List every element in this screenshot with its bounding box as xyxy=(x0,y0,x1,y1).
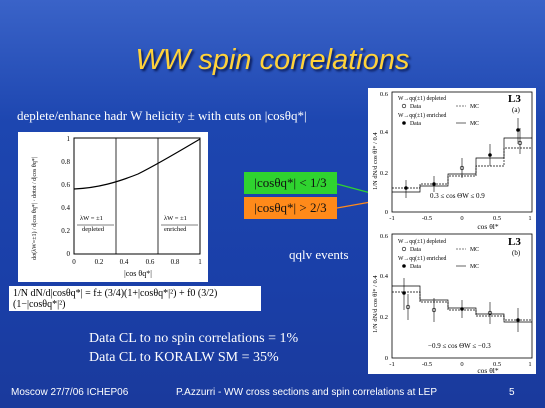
bottom-xtick: 0.5 xyxy=(493,361,501,368)
depleted-label: λW = ±1 xyxy=(80,215,103,222)
footer-talk-title: P.Azzurri - WW cross sections and spin c… xyxy=(176,387,438,398)
top-legend-open-marker xyxy=(401,103,407,109)
bottom-legend-data2: Data xyxy=(410,264,421,270)
top-data-point-open xyxy=(517,140,523,146)
bottom-ytick: 0.4 xyxy=(380,273,389,280)
cut-box-central: |cosθq*| < 1/3 xyxy=(244,172,337,194)
y-axis-label: dσ(λW=±1) / d|cos θq*| · dσtot / d|cos θ… xyxy=(31,157,38,260)
l3-data-panel: 1/N dN/d cos θl* / 0.4 1/N dN/d cos θl* … xyxy=(368,88,536,375)
top-legend-data2: Data xyxy=(410,121,421,127)
depleted-sublabel: depleted xyxy=(82,226,105,233)
bottom-range-label: −0.9 ≤ cos ΘW ≤ −0.3 xyxy=(428,342,491,350)
qqlv-label: qqlv events xyxy=(289,247,349,262)
bottom-legend-enriched: W→qq(±1) enriched xyxy=(398,255,447,262)
enriched-label: λW = ±1 xyxy=(164,215,187,222)
top-panel-letter: (a) xyxy=(512,106,520,114)
top-legend-depleted: W→qq(±1) depleted xyxy=(398,95,446,102)
top-legend-filled-marker xyxy=(402,121,406,125)
bottom-ytick: 0.2 xyxy=(380,314,388,321)
bottom-xtick: 1 xyxy=(528,361,531,368)
xtick: 0.6 xyxy=(146,258,155,266)
top-range-label: 0.3 ≤ cos ΘW ≤ 0.9 xyxy=(430,192,485,200)
bottom-legend-mc1: MC xyxy=(470,247,479,253)
ytick: 0.8 xyxy=(61,158,70,166)
top-ytick: 0 xyxy=(385,209,388,216)
top-data-point xyxy=(516,128,520,132)
y-axis-label-bottom: 1/N dN/d cos θl* / 0.4 xyxy=(372,275,379,333)
top-data-point xyxy=(432,182,436,186)
top-data-point xyxy=(488,153,492,157)
xtick: 1 xyxy=(198,258,202,266)
cl-no-spin: Data CL to no spin correlations = 1% xyxy=(89,331,299,346)
slide-title: WW spin correlations xyxy=(135,44,410,76)
bottom-data-point-open xyxy=(487,310,493,316)
top-xtick: 0 xyxy=(460,215,463,222)
ytick: 0 xyxy=(67,250,71,258)
top-legend-mc2: MC xyxy=(470,121,479,127)
bottom-legend-data1: Data xyxy=(410,247,421,253)
bottom-l3-tag: L3 xyxy=(508,236,521,248)
cl-koralw: Data CL to KORALW SM = 35% xyxy=(89,350,279,365)
bottom-xtick: 0 xyxy=(460,361,463,368)
bottom-data-point-open xyxy=(431,307,437,313)
bottom-data-point-open xyxy=(405,304,411,310)
plot-frame xyxy=(73,137,201,255)
ytick: 1 xyxy=(67,135,71,143)
bottom-xtick: -1 xyxy=(389,361,394,368)
top-x-axis-label: cos θl* xyxy=(477,222,499,231)
bottom-ytick: 0.6 xyxy=(380,233,389,240)
top-ytick: 0.4 xyxy=(380,129,389,136)
distribution-formula: 1/N dN/d|cosθq*| = f± (3/4)(1+|cosθq*|²)… xyxy=(9,286,261,311)
helicity-curve xyxy=(73,138,201,190)
page-number: 5 xyxy=(509,387,515,398)
bottom-x-axis-label: cos θl* xyxy=(477,366,499,374)
top-xtick: 0.5 xyxy=(493,215,501,222)
top-data-point xyxy=(404,186,408,190)
top-l3-tag: L3 xyxy=(508,93,521,105)
top-frame xyxy=(391,91,533,213)
xtick: 0.8 xyxy=(171,258,180,266)
l3-data-svg: 1/N dN/d cos θl* / 0.4 1/N dN/d cos θl* … xyxy=(372,91,533,375)
ytick: 0.6 xyxy=(61,181,70,189)
helicity-plot: 0 0.2 0.4 0.6 0.8 1 0 0.2 0.4 0.6 0.8 1 … xyxy=(18,132,208,282)
footer-conference: Moscow 27/7/06 ICHEP06 xyxy=(11,387,129,398)
x-axis-label: |cos θq*| xyxy=(124,269,152,278)
bottom-legend-open-marker xyxy=(401,246,407,252)
bottom-data-point xyxy=(516,318,520,322)
xtick: 0.2 xyxy=(95,258,104,266)
top-xtick: -1 xyxy=(389,215,394,222)
top-xtick: -0.5 xyxy=(422,215,432,222)
bottom-legend-filled-marker xyxy=(402,264,406,268)
top-data-point-open xyxy=(459,165,465,171)
bottom-ytick: 0 xyxy=(385,355,388,362)
helicity-plot-svg: 0 0.2 0.4 0.6 0.8 1 0 0.2 0.4 0.6 0.8 1 … xyxy=(31,135,202,278)
ytick: 0.2 xyxy=(61,227,70,235)
enriched-sublabel: enriched xyxy=(164,226,187,233)
bottom-data-point xyxy=(460,307,464,311)
top-legend-enriched: W→qq(±1) enriched xyxy=(398,112,447,119)
bottom-xtick: -0.5 xyxy=(422,361,432,368)
xtick: 0.4 xyxy=(120,258,129,266)
top-legend-mc1: MC xyxy=(470,104,479,110)
bottom-panel-letter: (b) xyxy=(512,249,521,257)
ytick: 0.4 xyxy=(61,204,70,212)
slide-subtitle: deplete/enhance hadr W helicity ± with c… xyxy=(17,108,307,123)
cut-box-forward: |cosθq*| > 2/3 xyxy=(244,197,337,219)
y-axis-label-top: 1/N dN/d cos θl* / 0.4 xyxy=(372,132,379,190)
top-ytick: 0.2 xyxy=(380,170,388,177)
bottom-data-point xyxy=(402,291,406,295)
top-xtick: 1 xyxy=(528,215,531,222)
top-ytick: 0.6 xyxy=(380,91,389,98)
bottom-legend-mc2: MC xyxy=(470,264,479,270)
top-legend-data1: Data xyxy=(410,104,421,110)
xtick: 0 xyxy=(72,258,76,266)
bottom-legend-depleted: W→qq(±1) depleted xyxy=(398,238,446,245)
bottom-frame xyxy=(391,233,533,359)
